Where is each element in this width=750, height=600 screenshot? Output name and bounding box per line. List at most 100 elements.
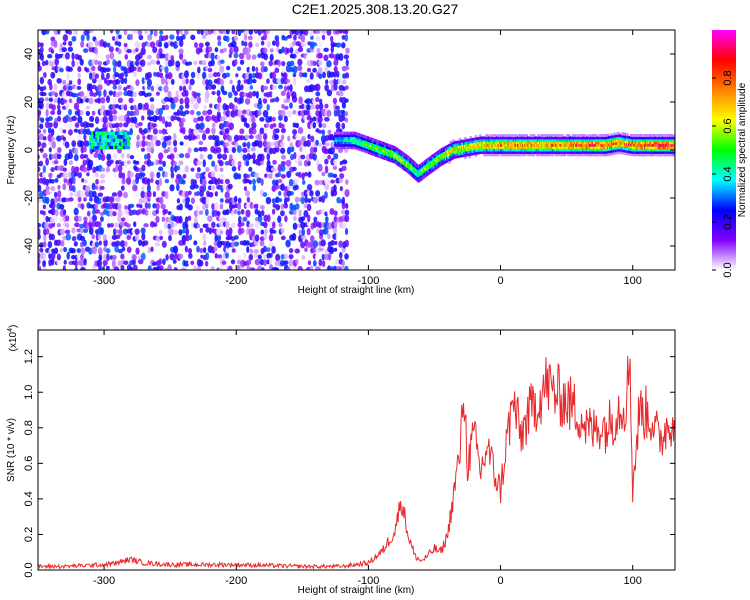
heatmap-cell (201, 215, 208, 222)
heatmap-cell (108, 90, 114, 96)
heatmap-cell (39, 53, 44, 61)
heatmap-cell (156, 171, 161, 179)
heatmap-cell (536, 153, 540, 157)
heatmap-cell (285, 239, 291, 248)
heatmap-cell (196, 92, 201, 97)
heatmap-cell (41, 142, 47, 148)
heatmap-cell (245, 240, 250, 246)
heatmap-y-label: Frequency (Hz) (6, 116, 17, 185)
heatmap-cell (237, 109, 242, 118)
heatmap-cell (333, 82, 338, 91)
heatmap-cell (330, 35, 334, 43)
heatmap-cell (167, 223, 172, 229)
heatmap-cell (204, 53, 210, 59)
heatmap-cell (102, 41, 108, 48)
heatmap-cell (262, 192, 268, 197)
heatmap-cell (242, 154, 248, 161)
heatmap-cell (100, 179, 106, 184)
heatmap-cell (38, 190, 44, 199)
heatmap-cell (97, 192, 104, 197)
heatmap-cell (525, 134, 529, 138)
heatmap-cell (245, 123, 250, 129)
heatmap-cell (184, 70, 189, 79)
heatmap-cell (208, 135, 213, 141)
heatmap-cell (551, 153, 555, 157)
heatmap-cell (317, 163, 323, 172)
heatmap-cell (235, 73, 239, 78)
heatmap-cell (179, 85, 183, 92)
heatmap-cell (295, 134, 301, 140)
heatmap-cell (97, 97, 101, 104)
heatmap-cell (345, 30, 349, 35)
heatmap-cell (269, 67, 273, 73)
heatmap-cell (272, 172, 276, 180)
heatmap-cell (309, 241, 314, 249)
heatmap-cell (172, 132, 177, 141)
heatmap-cell (210, 52, 215, 61)
heatmap-cell (339, 251, 343, 259)
heatmap-cell (262, 33, 268, 41)
heatmap-cell (149, 30, 154, 36)
heatmap-cell (147, 202, 151, 209)
heatmap-cell (327, 233, 331, 240)
heatmap-cell (150, 147, 155, 154)
y-tick-label: 20 (23, 96, 35, 108)
heatmap-cell (317, 59, 323, 66)
heatmap-cell (257, 35, 263, 42)
heatmap-cell (73, 154, 79, 162)
heatmap-cell (50, 49, 55, 54)
heatmap-cell (94, 209, 101, 214)
heatmap-cell (526, 153, 530, 157)
heatmap-cell (324, 84, 329, 92)
heatmap-cell (45, 59, 49, 66)
heatmap-cell (161, 116, 166, 125)
heatmap-cell (274, 67, 280, 74)
heatmap-cell (126, 223, 131, 228)
heatmap-cell (181, 228, 186, 234)
heatmap-cell (146, 71, 152, 79)
heatmap-cell (175, 60, 181, 68)
heatmap-cell (44, 97, 49, 102)
heatmap-cell (115, 78, 121, 85)
heatmap-cell (280, 173, 286, 179)
heatmap-cell (227, 91, 233, 99)
heatmap-cell (291, 232, 297, 241)
heatmap-cell (312, 67, 317, 73)
heatmap-cell (161, 53, 166, 59)
heatmap-cell (205, 65, 209, 72)
heatmap-cell (82, 166, 88, 173)
heatmap-cell (48, 122, 53, 128)
heatmap-cell (219, 229, 224, 235)
heatmap-cell (167, 52, 172, 61)
heatmap-cell (242, 142, 247, 148)
heatmap-cell (280, 210, 285, 217)
heatmap-cell (315, 266, 321, 270)
heatmap-cell (137, 30, 143, 36)
heatmap-cell (45, 66, 50, 71)
heatmap-cell (189, 109, 195, 116)
heatmap-cell (237, 79, 241, 86)
heatmap-cell (307, 160, 311, 167)
heatmap-cell (53, 40, 58, 48)
heatmap-cell (576, 134, 579, 138)
heatmap-cell (326, 30, 332, 36)
heatmap-cell (278, 190, 282, 196)
heatmap-cell (198, 147, 204, 152)
heatmap-cell (344, 239, 349, 248)
heatmap-cell (147, 197, 151, 202)
heatmap-cell (185, 227, 190, 236)
heatmap-cell (262, 132, 268, 141)
heatmap-cell (71, 35, 77, 42)
heatmap-cell (129, 110, 135, 117)
heatmap-cell (224, 198, 230, 204)
heatmap-cell (42, 136, 47, 141)
heatmap-cell (170, 101, 176, 110)
heatmap-cell (202, 34, 207, 40)
heatmap-cell (133, 221, 137, 228)
heatmap-cell (190, 104, 194, 110)
heatmap-cell (87, 41, 94, 48)
heatmap-cell (155, 179, 160, 185)
heatmap-cell (94, 59, 99, 65)
heatmap-cell (291, 53, 297, 59)
heatmap-cell (612, 151, 615, 156)
